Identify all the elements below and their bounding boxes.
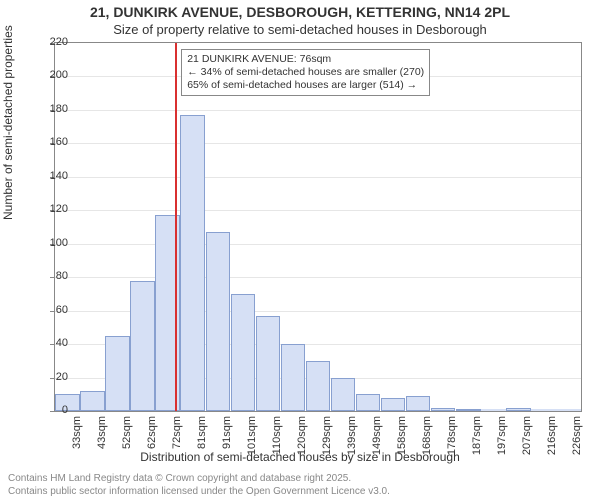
xtick-label: 62sqm: [146, 416, 158, 466]
ytick-label: 160: [38, 136, 68, 148]
xtick-label: 197sqm: [496, 416, 508, 466]
infobox-line: 65% of semi-detached houses are larger (…: [187, 79, 424, 92]
xtick-label: 178sqm: [446, 416, 458, 466]
histogram-bar: [281, 344, 306, 411]
gridline: [55, 143, 581, 144]
histogram-bar: [306, 361, 331, 411]
histogram-bar: [105, 336, 130, 411]
ytick-label: 40: [38, 337, 68, 349]
gridline: [55, 244, 581, 245]
xtick-label: 81sqm: [196, 416, 208, 466]
xtick-label: 52sqm: [121, 416, 133, 466]
histogram-bar: [456, 409, 481, 411]
plot-area: 21 DUNKIRK AVENUE: 76sqm← 34% of semi-de…: [54, 42, 582, 412]
xtick-label: 139sqm: [346, 416, 358, 466]
ytick-label: 220: [38, 36, 68, 48]
ytick-label: 140: [38, 170, 68, 182]
histogram-bar: [506, 408, 531, 411]
histogram-bar: [130, 281, 155, 411]
ytick-label: 0: [38, 404, 68, 416]
ytick-label: 60: [38, 304, 68, 316]
histogram-bar: [331, 378, 356, 411]
histogram-bar: [256, 316, 281, 411]
histogram-bar: [206, 232, 231, 411]
xtick-label: 72sqm: [171, 416, 183, 466]
marker-line: [175, 43, 177, 411]
xtick-label: 129sqm: [321, 416, 333, 466]
xtick-label: 149sqm: [371, 416, 383, 466]
gridline: [55, 210, 581, 211]
xtick-label: 110sqm: [271, 416, 283, 466]
histogram-bar: [356, 394, 381, 411]
chart-container: 21, DUNKIRK AVENUE, DESBOROUGH, KETTERIN…: [0, 0, 600, 500]
histogram-bar: [80, 391, 105, 411]
histogram-bar: [431, 408, 456, 411]
histogram-bar: [556, 409, 581, 411]
ytick-label: 100: [38, 237, 68, 249]
xtick-label: 207sqm: [521, 416, 533, 466]
gridline: [55, 277, 581, 278]
xtick-label: 158sqm: [396, 416, 408, 466]
histogram-bar: [381, 398, 406, 411]
chart-title-main: 21, DUNKIRK AVENUE, DESBOROUGH, KETTERIN…: [0, 4, 600, 20]
xtick-label: 33sqm: [71, 416, 83, 466]
credit-line-2: Contains public sector information licen…: [8, 486, 390, 499]
xtick-label: 168sqm: [421, 416, 433, 466]
infobox-line: 21 DUNKIRK AVENUE: 76sqm: [187, 53, 424, 66]
xtick-label: 226sqm: [571, 416, 583, 466]
credit-line-1: Contains HM Land Registry data © Crown c…: [8, 473, 390, 486]
ytick-label: 120: [38, 203, 68, 215]
histogram-bar: [531, 409, 556, 411]
chart-title-sub: Size of property relative to semi-detach…: [0, 22, 600, 37]
xtick-label: 216sqm: [546, 416, 558, 466]
xtick-label: 43sqm: [96, 416, 108, 466]
ytick-label: 20: [38, 371, 68, 383]
histogram-bar: [481, 409, 506, 411]
ytick-label: 200: [38, 69, 68, 81]
histogram-bar: [406, 396, 431, 411]
gridline: [55, 177, 581, 178]
marker-infobox: 21 DUNKIRK AVENUE: 76sqm← 34% of semi-de…: [181, 49, 430, 96]
y-axis-label: Number of semi-detached properties: [1, 25, 15, 220]
histogram-bar: [180, 115, 205, 411]
credit-text: Contains HM Land Registry data © Crown c…: [8, 473, 390, 498]
ytick-label: 80: [38, 270, 68, 282]
xtick-label: 187sqm: [471, 416, 483, 466]
xtick-label: 101sqm: [246, 416, 258, 466]
xtick-label: 120sqm: [296, 416, 308, 466]
histogram-bar: [231, 294, 256, 411]
xtick-label: 91sqm: [221, 416, 233, 466]
ytick-label: 180: [38, 103, 68, 115]
gridline: [55, 110, 581, 111]
infobox-line: ← 34% of semi-detached houses are smalle…: [187, 66, 424, 79]
